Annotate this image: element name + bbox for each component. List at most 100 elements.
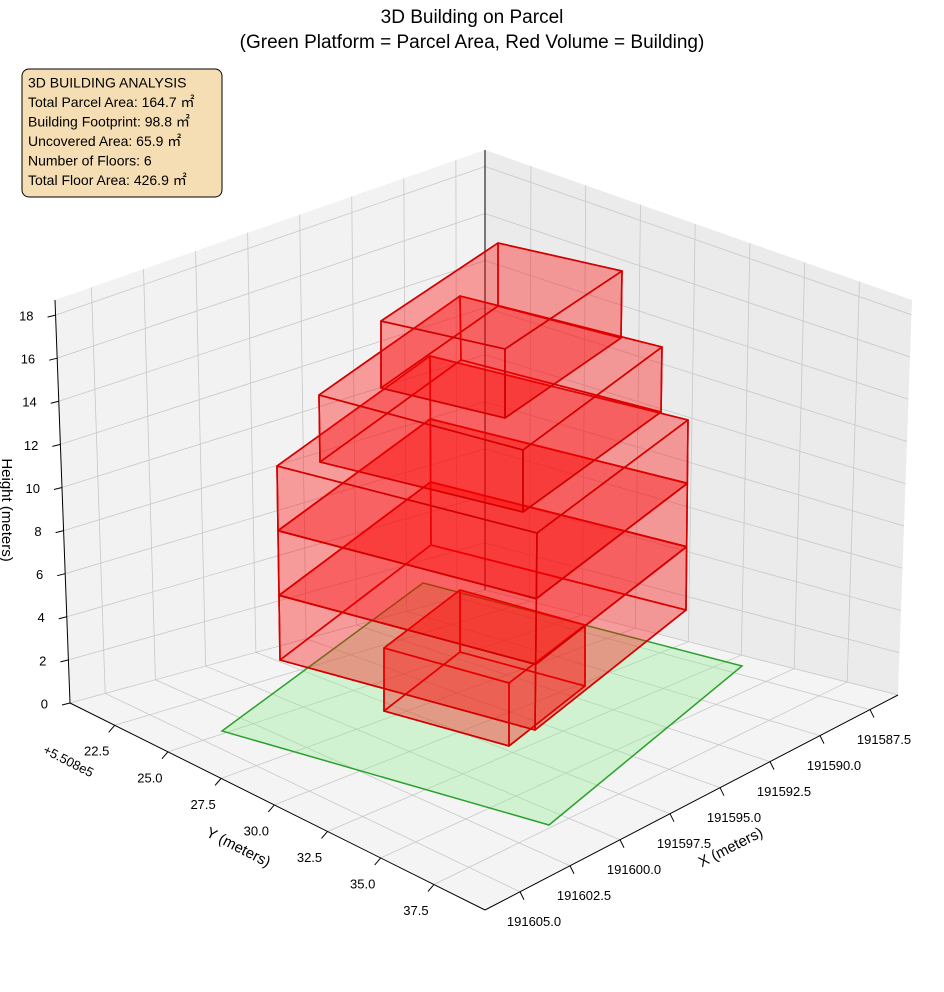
z-tick — [57, 573, 66, 577]
y-tick — [374, 857, 382, 866]
y-tick-label: 35.0 — [350, 876, 375, 891]
annotation-line: 3D BUILDING ANALYSIS — [28, 75, 186, 91]
grid-line — [143, 269, 156, 680]
grid-line — [846, 281, 860, 683]
parcel-platform — [220, 582, 744, 826]
z-tick — [58, 616, 67, 620]
z-tick-label: 16 — [21, 352, 35, 367]
chart-title: 3D Building on Parcel — [381, 7, 564, 28]
z-tick-label: 8 — [34, 524, 41, 539]
y-tick-label: 30.0 — [244, 823, 269, 838]
annotation-line: Building Footprint: 98.8 ㎡ — [28, 114, 190, 130]
annotation: 3D BUILDING ANALYSIS Total Parcel Area: 1… — [28, 75, 195, 189]
z-axis-line — [54, 299, 71, 704]
y-tick — [214, 778, 222, 786]
grid-line — [793, 262, 806, 669]
x-tick-label: 191600.0 — [607, 862, 661, 877]
grid-line — [484, 260, 909, 400]
grid-line — [220, 627, 636, 779]
grid-line — [484, 542, 900, 654]
x-tick-label: 191595.0 — [707, 810, 761, 825]
grid-line — [433, 681, 848, 885]
building-floor — [276, 355, 689, 534]
left-pane — [55, 150, 485, 703]
scene — [220, 242, 744, 826]
building-floor — [380, 242, 623, 350]
grid-line — [484, 495, 902, 611]
grid-line — [484, 213, 911, 358]
floor-pane — [70, 590, 898, 910]
grid-line — [582, 185, 587, 615]
annotation-line: Number of Floors: 6 — [28, 153, 152, 169]
grid-line — [455, 160, 458, 598]
axes-panes — [55, 150, 912, 910]
grid-line — [195, 250, 207, 667]
grid-line — [57, 213, 486, 359]
y-tick-label: 37.5 — [403, 903, 428, 918]
y-tick-label: 25.0 — [137, 770, 162, 785]
grid-line — [306, 638, 721, 789]
y-tick — [108, 724, 116, 733]
z-tick-label: 2 — [39, 653, 46, 668]
grid-line — [66, 495, 486, 618]
grid-line — [380, 668, 795, 859]
x-tick — [519, 891, 525, 901]
z-tick — [61, 702, 71, 706]
grid-line — [247, 232, 257, 653]
grid-line — [403, 178, 408, 612]
x-tick-label: 191587.5 — [857, 732, 911, 747]
x-axis-line — [484, 694, 899, 911]
y-tick — [321, 831, 328, 839]
x-tick-label: 191597.5 — [657, 836, 711, 851]
grid-line — [58, 260, 486, 402]
grid-line — [69, 589, 486, 704]
z-axis-label: Height (meters) — [0, 458, 15, 561]
grid-line — [91, 287, 106, 694]
grid-line — [484, 354, 906, 485]
y-tick — [161, 751, 169, 760]
grid-line — [406, 610, 821, 736]
grid-line — [167, 614, 583, 753]
grid-line — [687, 223, 696, 642]
grid-line — [60, 307, 486, 445]
right-pane — [485, 150, 912, 695]
z-tick — [55, 530, 64, 534]
x-tick — [669, 813, 675, 822]
z-tick — [47, 314, 56, 318]
x-tick — [569, 865, 575, 874]
annotation-line: Uncovered Area: 65.9 ㎡ — [28, 133, 181, 149]
z-tick-label: 0 — [41, 696, 48, 711]
chart-subtitle: (Green Platform = Parcel Area, Red Volum… — [240, 32, 705, 53]
y-axis-line — [69, 702, 486, 911]
x-tick-label: 191592.5 — [757, 784, 811, 799]
grid-line — [155, 679, 571, 867]
z-tick — [50, 400, 59, 404]
grid-line — [634, 204, 641, 629]
grid-line — [68, 542, 486, 661]
grid-line — [484, 448, 903, 569]
z-tick — [60, 659, 69, 663]
grid-line — [356, 624, 771, 763]
z-tick-label: 4 — [38, 610, 45, 625]
grid-line — [55, 166, 486, 316]
grid-line — [484, 307, 908, 442]
y-tick — [267, 804, 275, 813]
grid-line — [740, 243, 751, 656]
grid-line — [104, 693, 521, 893]
x-tick-label: 191602.5 — [557, 888, 611, 903]
annotation-box — [21, 68, 223, 198]
grid-line — [299, 214, 307, 639]
x-tick — [619, 839, 625, 848]
grid-line — [65, 448, 486, 575]
x-tick — [719, 787, 725, 796]
grid-line — [205, 665, 621, 841]
y-tick-label: 27.5 — [190, 797, 215, 812]
grid-line — [274, 641, 689, 806]
grid-line — [456, 597, 871, 710]
z-tick — [53, 487, 63, 490]
z-tick-label: 12 — [24, 438, 38, 453]
x-tick-label: 191590.0 — [807, 758, 861, 773]
x-tick — [819, 735, 825, 744]
y-tick-label: 32.5 — [297, 850, 322, 865]
